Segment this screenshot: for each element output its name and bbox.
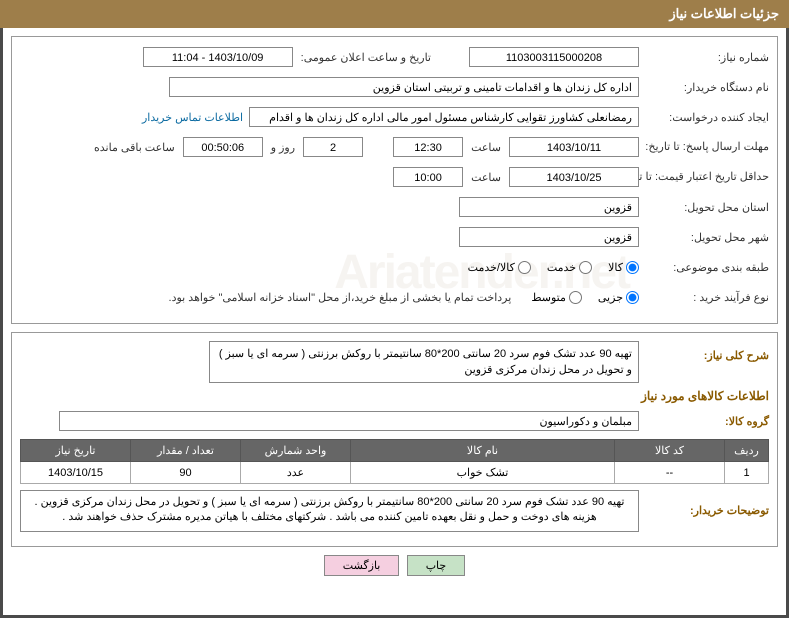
buyer-desc-label: توضیحات خریدار: (639, 490, 769, 517)
page-title: جزئیات اطلاعات نیاز (669, 6, 779, 21)
radio-goods[interactable]: کالا (608, 261, 639, 274)
radio-partial[interactable]: جزیی (598, 291, 639, 304)
remaining-days: 2 (303, 137, 363, 157)
requester-label: ایجاد کننده درخواست: (639, 111, 769, 124)
need-number-label: شماره نیاز: (639, 51, 769, 64)
price-valid-label: حداقل تاریخ اعتبار قیمت: تا تاریخ: (639, 171, 769, 183)
goods-section-title: اطلاعات کالاهای مورد نیاز (20, 389, 769, 403)
remaining-suffix: ساعت باقی مانده (86, 141, 183, 154)
table-row: 1 -- تشک خواب عدد 90 1403/10/15 (21, 462, 769, 484)
main-frame: Ariatender.net شماره نیاز: 1103003115000… (0, 28, 789, 618)
price-valid-date: 1403/10/25 (509, 167, 639, 187)
footer-buttons: چاپ بازگشت (11, 555, 778, 576)
cell-code: -- (615, 462, 725, 484)
process-note: پرداخت تمام یا بخشی از مبلغ خرید،از محل … (169, 291, 512, 304)
col-name: نام کالا (351, 440, 615, 462)
cell-qty: 90 (131, 462, 241, 484)
overall-desc-value: تهیه 90 عدد تشک فوم سرد 20 سانتی 200*80 … (209, 341, 639, 383)
cell-name: تشک خواب (351, 462, 615, 484)
back-button[interactable]: بازگشت (324, 555, 400, 576)
col-need-date: تاریخ نیاز (21, 440, 131, 462)
delivery-province-value: قزوین (459, 197, 639, 217)
col-unit: واحد شمارش (241, 440, 351, 462)
col-qty: تعداد / مقدار (131, 440, 241, 462)
need-info-panel: شماره نیاز: 1103003115000208 تاریخ و ساع… (11, 36, 778, 324)
goods-group-label: گروه کالا: (639, 415, 769, 428)
delivery-city-label: شهر محل تحویل: (639, 231, 769, 244)
goods-group-value: مبلمان و دکوراسیون (59, 411, 639, 431)
price-valid-time: 10:00 (393, 167, 463, 187)
deadline-time-label: ساعت (463, 141, 509, 154)
col-code: کد کالا (615, 440, 725, 462)
print-button[interactable]: چاپ (407, 555, 466, 576)
category-label: طبقه بندی موضوعی: (639, 261, 769, 274)
buyer-desc-value: تهیه 90 عدد تشک فوم سرد 20 سانتی 200*80 … (20, 490, 639, 532)
overall-desc-label: شرح کلی نیاز: (639, 341, 769, 362)
delivery-province-label: استان محل تحویل: (639, 201, 769, 214)
delivery-city-value: قزوین (459, 227, 639, 247)
need-number-value: 1103003115000208 (469, 47, 639, 67)
radio-goods-service[interactable]: کالا/خدمت (468, 261, 531, 274)
announce-datetime-value: 1403/10/09 - 11:04 (143, 47, 293, 67)
price-valid-time-label: ساعت (463, 171, 509, 184)
buyer-contact-link[interactable]: اطلاعات تماس خریدار (142, 111, 243, 124)
category-radio-group: کالا خدمت کالا/خدمت (468, 261, 639, 274)
cell-unit: عدد (241, 462, 351, 484)
announce-datetime-label: تاریخ و ساعت اعلان عمومی: (293, 51, 439, 64)
goods-table: ردیف کد کالا نام کالا واحد شمارش تعداد /… (20, 439, 769, 484)
buyer-org-value: اداره کل زندان ها و اقدامات تامینی و ترب… (169, 77, 639, 97)
radio-medium[interactable]: متوسط (531, 291, 582, 304)
need-desc-panel: شرح کلی نیاز: تهیه 90 عدد تشک فوم سرد 20… (11, 332, 778, 547)
deadline-send-label: مهلت ارسال پاسخ: تا تاریخ: (639, 141, 769, 153)
cell-need-date: 1403/10/15 (21, 462, 131, 484)
page-title-bar: جزئیات اطلاعات نیاز (0, 0, 789, 28)
remaining-time: 00:50:06 (183, 137, 263, 157)
cell-row: 1 (725, 462, 769, 484)
process-type-label: نوع فرآیند خرید : (639, 291, 769, 304)
remaining-days-label: روز و (263, 141, 303, 154)
deadline-send-date: 1403/10/11 (509, 137, 639, 157)
col-row: ردیف (725, 440, 769, 462)
process-radio-group: جزیی متوسط (531, 291, 639, 304)
deadline-send-time: 12:30 (393, 137, 463, 157)
buyer-org-label: نام دستگاه خریدار: (639, 81, 769, 94)
radio-service[interactable]: خدمت (547, 261, 592, 274)
requester-value: رمضانعلی کشاورز تقوایی کارشناس مسئول امو… (249, 107, 639, 127)
